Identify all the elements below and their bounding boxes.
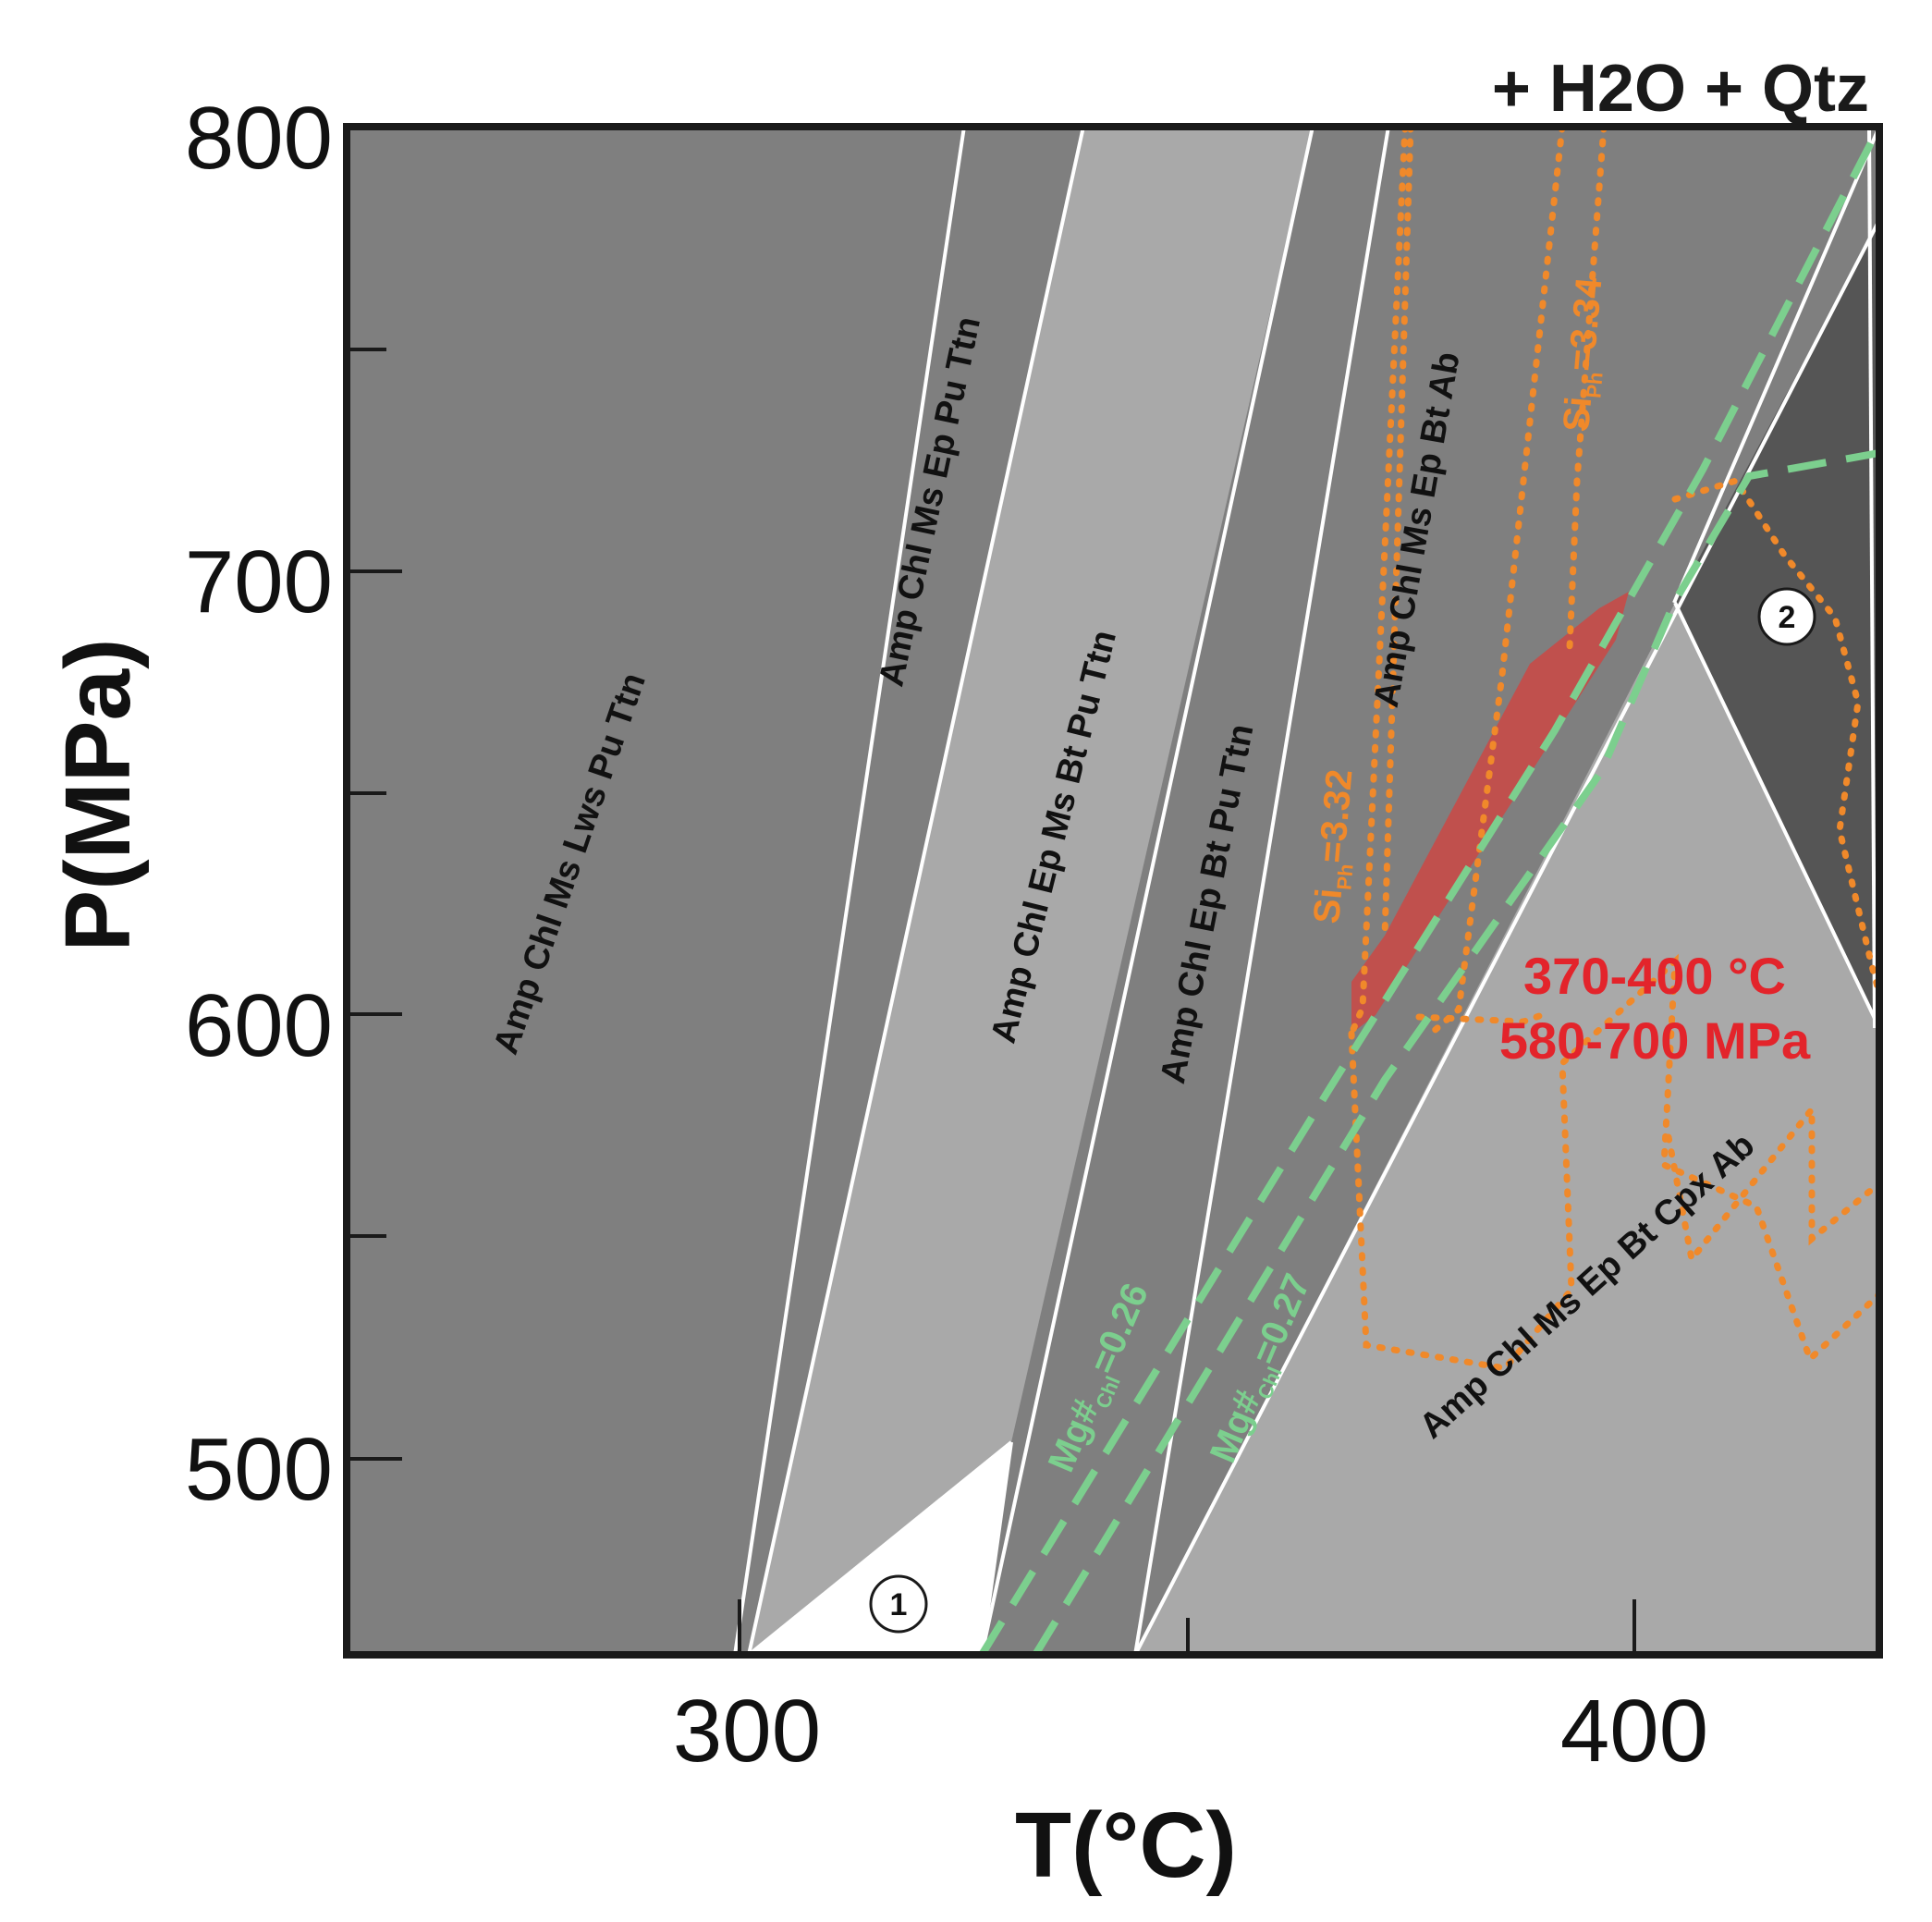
y-axis-title: P(MPa): [46, 639, 150, 952]
si-ph-332-label: SiPh=3.32: [1306, 767, 1365, 925]
y-tick-500: 500: [185, 1420, 333, 1519]
y-tick-700: 700: [185, 533, 333, 631]
plot-area: [347, 127, 1879, 1655]
x-tick-300: 300: [673, 1682, 821, 1781]
marker-1: 1: [869, 1574, 928, 1634]
field-amp-chl-ms-ep-bt-cpx-ab: [1135, 603, 1879, 1655]
y-axis-ticks: [347, 125, 402, 1461]
result-temperature: 370-400 °C: [1523, 947, 1786, 1005]
y-tick-800: 800: [185, 89, 333, 188]
system-components-label: + H2O + Qtz: [1492, 52, 1869, 126]
orange-isopleths: [1348, 127, 1879, 1372]
field-boundaries: [733, 127, 1879, 1655]
field-amp-chl-ep-ms-bt-pu-ttn: [749, 127, 1313, 1655]
x-axis-ticks: [738, 1599, 1636, 1655]
x-axis-title: T(°C): [1015, 1793, 1237, 1897]
x-tick-400: 400: [1560, 1682, 1708, 1781]
si-ph-334-label: SiPh=3.34: [1556, 275, 1615, 435]
marker-1-label: 1: [890, 1587, 908, 1622]
y-tick-600: 600: [185, 976, 333, 1075]
marker-2-label: 2: [1779, 600, 1796, 635]
result-field: [1351, 592, 1629, 1034]
green-isopleths: [978, 127, 1879, 1655]
result-pressure: 580-700 MPa: [1499, 1011, 1811, 1070]
plot-frame: [343, 123, 1883, 1659]
marker-2: 2: [1757, 587, 1816, 646]
